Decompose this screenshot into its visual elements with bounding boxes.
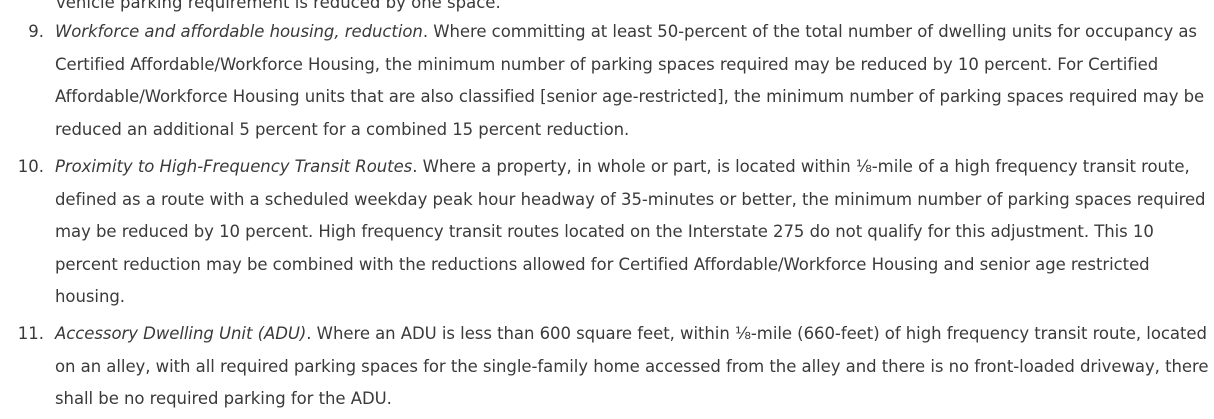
list-item-number: 10. <box>17 157 44 176</box>
list-item-body: Workforce and affordable housing, reduct… <box>55 16 1211 146</box>
list-item-body: Proximity to High-Frequency Transit Rout… <box>55 151 1211 314</box>
list-item-text: Where a property, in whole or part, is l… <box>55 157 1206 307</box>
list-item-title-period: . <box>306 324 312 343</box>
list-item-title: Proximity to High-Frequency Transit Rout… <box>55 157 413 176</box>
list-item-title-period: . <box>422 22 429 41</box>
list-item-title: Accessory Dwelling Unit (ADU) <box>55 324 307 343</box>
list-item-number: 11. <box>17 324 44 343</box>
list-item-title: Workforce and affordable housing, reduct… <box>55 22 423 41</box>
previous-item-clipped-text: vehicle parking requirement is reduced b… <box>56 0 501 12</box>
list-item-body: Accessory Dwelling Unit (ADU). Where an … <box>55 318 1211 416</box>
list-item-title-period: . <box>412 157 418 176</box>
list-item-number: 9. <box>28 22 44 41</box>
list-item-text: Where committing at least 50-percent of … <box>55 22 1205 139</box>
list-item-text: Where an ADU is less than 600 square fee… <box>55 324 1209 409</box>
